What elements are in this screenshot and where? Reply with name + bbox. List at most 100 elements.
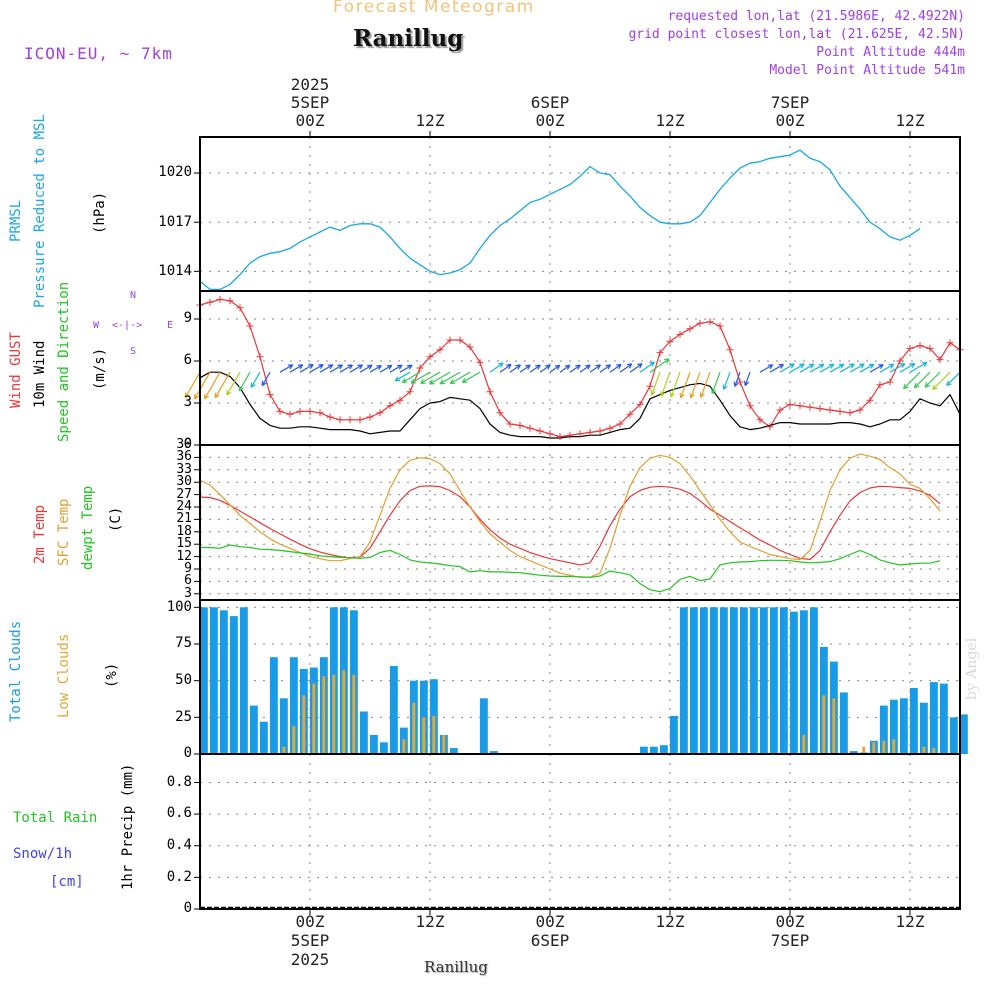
gust-marker [456,336,464,344]
clouds-unit-label: (%) [104,662,120,688]
gust-marker [316,409,324,417]
gust-marker [556,433,564,441]
gust-marker [686,325,694,333]
total-clouds-bar [449,748,458,754]
wind-frame [199,290,961,446]
temperature-ytick-label: 33 [176,461,192,477]
gust-marker [356,416,364,424]
gust-marker [596,427,604,435]
total-clouds-bar [679,607,688,754]
wind-arrow [899,363,916,373]
temperature-ytick-label: 9 [184,560,192,576]
wind-arrow [650,371,661,396]
gust-marker [706,318,714,326]
wind-arrow [261,371,271,387]
top-time-label: 00Z [775,111,805,130]
gust-marker [226,297,234,305]
wind-arrow [909,361,928,373]
wind-arrow [399,364,413,373]
gust-marker [366,413,374,421]
total-rain-label: Total Rain [13,810,98,826]
wind-arrow [789,363,805,373]
total-clouds-bar [369,734,378,754]
low-clouds-bar [442,734,446,754]
low-clouds-bar [302,695,306,754]
wind-line [199,371,961,439]
wind-arrow [589,364,602,373]
total-clouds-bar [219,610,228,754]
wind-arrow [439,371,461,385]
snow-unit-label: [cm] [50,874,84,890]
precip-frame [199,753,961,910]
wind-arrow [769,363,784,373]
low-clouds-bar [882,740,886,754]
wind-arrow [859,363,875,373]
pressure-ytick-label: 1014 [158,262,192,279]
low-clouds-bar [282,746,286,754]
wind-arrow [238,371,251,392]
low-clouds-bar [422,717,426,754]
total-clouds-bar [809,607,818,754]
total-clouds-bar [359,711,368,754]
total-clouds-bar [239,607,248,754]
wind-ytick-label: 6 [183,352,192,369]
wind-arrow [449,371,471,385]
top-time-label: 12Z [415,111,445,130]
bottom-time-label: 2025 [290,950,330,969]
gust-marker [616,420,624,428]
precip-ytick-label: 0.8 [166,773,192,790]
total-clouds-bar [649,746,658,754]
snow-label: Snow/1h [13,846,73,862]
wind-arrow [809,363,825,373]
total-clouds-bar [639,746,648,754]
low-clouds-bar [822,695,826,754]
low-clouds-bar [862,746,866,754]
clouds-ytick-label: 25 [175,708,192,725]
wind-arrow [733,371,741,387]
gust-marker [646,382,654,390]
wind-arrow [722,371,731,390]
pressure-unit-label: (hPa) [92,191,108,234]
gust-marker [756,416,764,424]
wind-arrow [299,364,314,373]
wind-arrow [226,371,241,396]
gust-marker [696,319,704,327]
gust-marker [926,344,934,352]
total-clouds-bar [489,751,498,754]
wind-arrow [539,364,551,373]
low-clouds-bar [292,726,296,754]
pressure-ytick-label: 1020 [158,164,192,181]
gust-marker [886,378,894,386]
point-altitude: Point Altitude 444m [816,45,965,60]
low-clouds-bar [312,683,316,754]
total-clouds-bar [199,607,208,754]
bottom-time-label: 7SEP [770,931,810,950]
gust-marker [576,430,584,438]
gust-marker [666,337,674,345]
compass-east: E [167,320,174,331]
low-clouds-bar [932,748,936,754]
wind-arrow [711,371,721,395]
total-clouds-bar [209,607,218,754]
t2m-label: 2m Temp [32,504,48,564]
total-clouds-bar [479,698,488,754]
gust-marker [336,416,344,424]
gust-marker [936,356,944,364]
super-title: Forecast Meteogram [333,0,535,17]
wind-arrow [629,363,643,373]
gust-marker [866,396,874,404]
low-clouds-bar [402,739,406,754]
sfc-temp-line [199,453,941,578]
gust-marker [896,357,904,365]
gust-marker [786,400,794,408]
gust-marker [946,339,954,347]
wind-arrow [829,363,845,373]
bottom-time-label: 00Z [295,912,325,931]
low-clouds-bar [892,739,896,754]
total-clouds-bar [839,692,848,754]
compass-west: W [93,320,100,331]
total-clouds-bar [769,607,778,754]
low-clouds-bar [332,674,336,754]
temperature-ytick-label: 30 [176,474,192,490]
